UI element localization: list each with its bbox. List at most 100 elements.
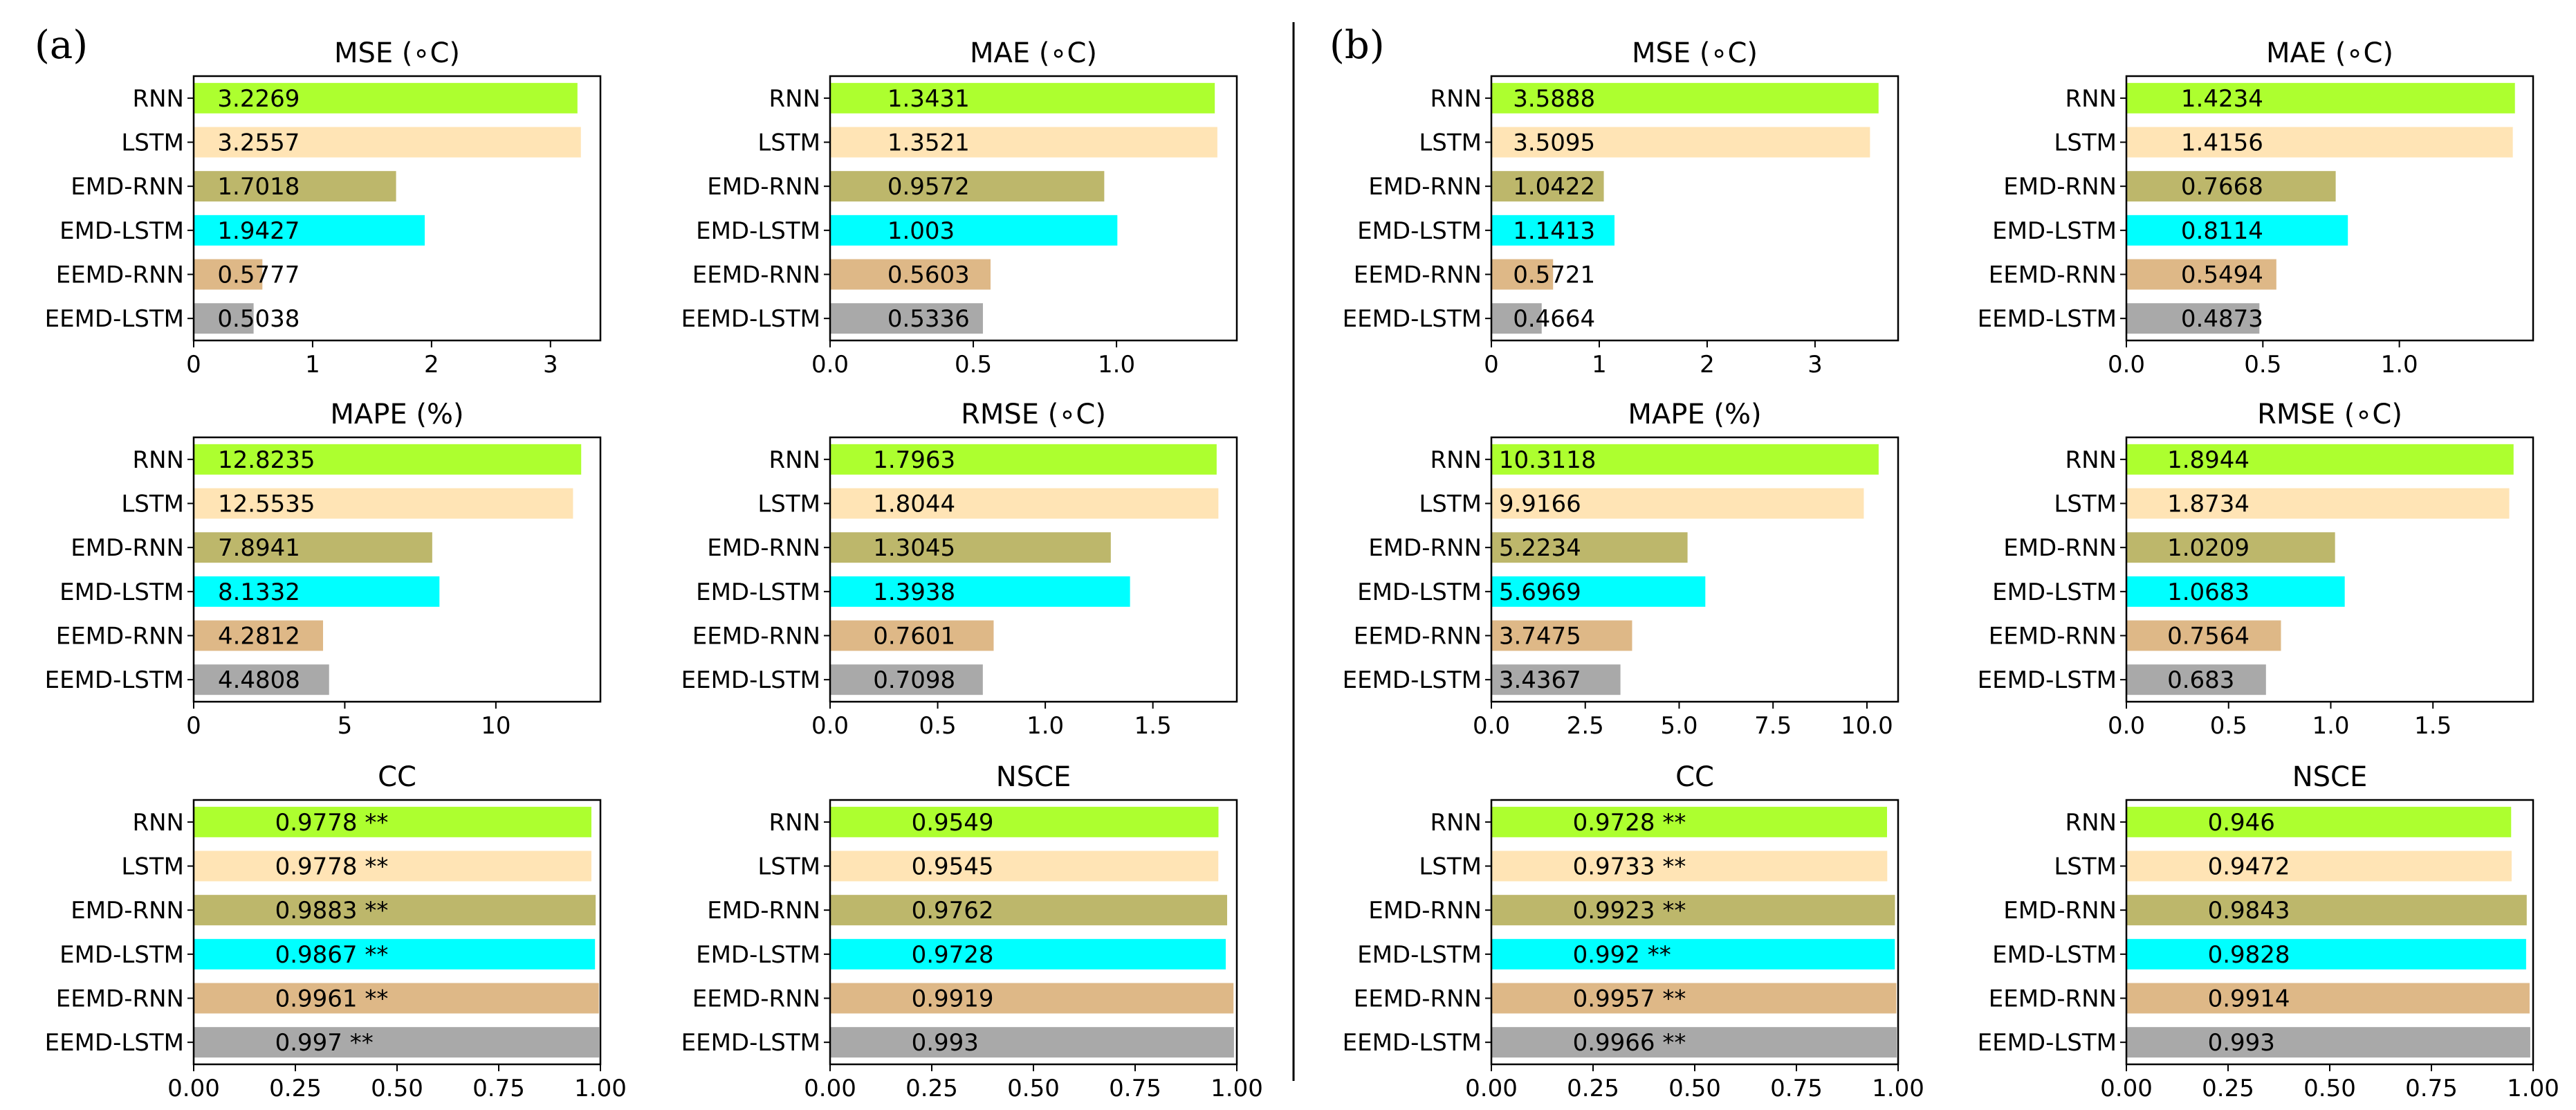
bar (2126, 82, 2515, 113)
data-label: 3.2557 (217, 129, 300, 157)
data-label: 0.683 (2167, 666, 2234, 694)
category-label: EMD-LSTM (1357, 941, 1482, 969)
data-label: 0.5777 (217, 262, 300, 289)
data-label: 12.8235 (218, 446, 315, 474)
bar (2126, 488, 2510, 519)
category-label: LSTM (121, 853, 184, 881)
chart-title: MSE (∘C) (1632, 37, 1758, 69)
category-label: LSTM (2054, 853, 2117, 881)
bar (1491, 850, 1888, 882)
plot-frame (829, 799, 1238, 1066)
data-label: 0.5038 (217, 305, 300, 333)
bar (2126, 895, 2527, 926)
chart-7: MSE (∘C) RNN 3.5888 LSTM 3.5095 EMD-RNN 1.0422… (1343, 37, 1899, 379)
chart-9: MAPE (%) RNN 10.3118 LSTM 9.9166 EMD-RNN 5.223… (1343, 399, 1899, 740)
category-label: EMD-LSTM (1992, 579, 2117, 606)
bar (1491, 983, 1897, 1014)
bar (194, 664, 329, 695)
bar (194, 1027, 600, 1058)
x-tick-label: 0.50 (1668, 1075, 1721, 1102)
data-label: 0.7564 (2167, 623, 2250, 650)
category-label: EMD-LSTM (1357, 217, 1482, 245)
x-tick-label: 0.50 (1007, 1075, 1060, 1102)
bar (194, 215, 425, 246)
bar (2126, 303, 2260, 334)
category-label: RNN (2066, 809, 2117, 837)
bar (830, 303, 983, 334)
x-tick-label: 0.0 (1473, 712, 1510, 740)
category-label: RNN (2066, 446, 2117, 474)
category-label: LSTM (2054, 491, 2117, 518)
data-label: 1.9427 (217, 217, 300, 245)
data-label: 1.3938 (873, 579, 955, 606)
data-label: 0.946 (2208, 809, 2275, 837)
bar (1491, 895, 1895, 926)
category-label: EEMD-RNN (1354, 985, 1482, 1013)
plot-frame (1490, 75, 1899, 342)
chart-8: MAE (∘C) RNN 1.4234 LSTM 1.4156 EMD-RNN 0.7668… (1978, 37, 2534, 379)
plot-frame (192, 75, 602, 342)
chart-11: CC RNN 0.9728 ** LSTM 0.9733 ** EMD-RNN 0.9923… (1343, 761, 1924, 1102)
x-tick-label: 0.75 (472, 1075, 525, 1102)
data-label: 0.9961 ** (275, 985, 389, 1013)
bar (1491, 215, 1615, 246)
category-label: LSTM (121, 491, 184, 518)
plot-frame (2125, 799, 2534, 1066)
x-tick-label: 2 (424, 351, 439, 379)
category-label: EEMD-RNN (1989, 985, 2117, 1013)
bar (194, 806, 591, 837)
category-label: RNN (133, 809, 185, 837)
category-label: EEMD-RNN (1354, 262, 1482, 289)
plot-frame (2125, 75, 2534, 342)
category-label: RNN (1430, 446, 1482, 474)
x-tick-label: 0.25 (269, 1075, 322, 1102)
data-label: 0.9914 (2208, 985, 2290, 1013)
data-label: 1.0683 (2167, 579, 2250, 606)
x-tick-label: 1.0 (1027, 712, 1064, 740)
category-label: EMD-LSTM (59, 941, 184, 969)
bar (1491, 806, 1888, 837)
x-tick-label: 2 (1700, 351, 1715, 379)
category-label: LSTM (1419, 853, 1482, 881)
x-tick-label: 3 (1807, 351, 1823, 379)
data-label: 0.9728 ** (1573, 809, 1686, 837)
bar (1491, 576, 1706, 607)
data-label: 1.8734 (2167, 491, 2250, 518)
data-label: 0.5336 (887, 305, 970, 333)
bar (1491, 127, 1870, 158)
data-label: 0.9867 ** (275, 941, 389, 969)
x-tick-label: 0.25 (905, 1075, 958, 1102)
category-label: EMD-LSTM (59, 579, 184, 606)
bar (2126, 576, 2345, 607)
bar (830, 215, 1118, 246)
bar (830, 259, 991, 290)
category-label: EMD-RNN (1368, 897, 1482, 925)
category-label: EEMD-LSTM (681, 666, 820, 694)
category-label: EEMD-RNN (1989, 623, 2117, 650)
category-label: EEMD-LSTM (1978, 666, 2117, 694)
chart-grid: MSE (∘C) RNN 3.2269 LSTM 3.2557 EMD-RNN 1.7018… (45, 37, 2559, 1102)
bar (2126, 620, 2281, 651)
x-tick-label: 0.50 (371, 1075, 423, 1102)
bar (1491, 664, 1621, 695)
category-label: EEMD-LSTM (45, 666, 184, 694)
category-label: EMD-RNN (71, 173, 184, 201)
x-tick-label: 0.0 (811, 351, 849, 379)
chart-title: MSE (∘C) (334, 37, 460, 69)
category-label: EMD-RNN (71, 897, 184, 925)
bar (2126, 171, 2336, 202)
category-label: RNN (2066, 85, 2117, 113)
x-tick-label: 5 (338, 712, 353, 740)
bar (830, 806, 1219, 837)
plot-frame (2125, 436, 2534, 703)
x-tick-label: 0.00 (804, 1075, 856, 1102)
x-tick-label: 0.0 (2108, 712, 2145, 740)
chart-2: MAE (∘C) RNN 1.3431 LSTM 1.3521 EMD-RNN 0.9572… (681, 37, 1238, 379)
data-label: 4.2812 (218, 623, 300, 650)
data-label: 0.9572 (887, 173, 970, 201)
bar (194, 850, 591, 882)
data-label: 3.5888 (1513, 85, 1595, 113)
bar (1491, 1027, 1897, 1058)
data-label: 0.5721 (1513, 262, 1595, 289)
data-label: 0.9966 ** (1573, 1029, 1686, 1057)
